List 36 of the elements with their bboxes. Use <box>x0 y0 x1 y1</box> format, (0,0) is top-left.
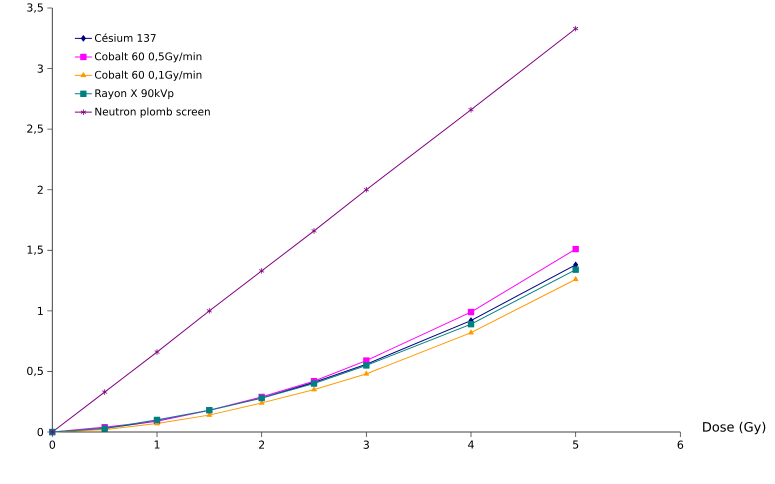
y-tick-label: 0,5 <box>27 366 43 376</box>
y-tick-label: 1 <box>38 306 43 315</box>
point <box>258 268 264 274</box>
point <box>468 106 474 113</box>
point <box>311 228 317 234</box>
legend-label: Cobalt 60 0,5Gy/min <box>94 52 202 62</box>
point <box>364 186 370 193</box>
point <box>468 329 474 334</box>
point <box>572 276 578 282</box>
legend-label: Rayon X 90kVp <box>95 89 174 100</box>
point <box>154 348 160 356</box>
point <box>311 386 317 392</box>
y-tick-label: 2 <box>38 186 43 194</box>
point <box>572 266 579 273</box>
y-tick-label: 0 <box>38 428 44 436</box>
x-tick-label: 4 <box>468 440 474 448</box>
point <box>102 388 108 396</box>
x-tick-label: 6 <box>678 440 684 449</box>
y-tick-label: 3,5 <box>27 3 43 13</box>
point <box>468 308 474 316</box>
y-tick-label: 2,5 <box>27 124 43 134</box>
legend-label: Cobalt 60 0,1Gy/min <box>94 70 202 81</box>
y-tick-label: 3 <box>38 64 43 73</box>
point <box>468 320 474 328</box>
x-tick-label: 1 <box>154 440 160 448</box>
y-tick-label: 1,5 <box>28 246 43 255</box>
x-tick-label: 2 <box>258 440 264 449</box>
x-tick-label: 0 <box>50 440 56 449</box>
point <box>572 246 579 252</box>
x-axis-title: Dose (Gy) <box>703 422 766 434</box>
point <box>206 308 212 314</box>
x-tick-label: 3 <box>364 440 369 449</box>
legend-label: Neutron plomb screen <box>95 107 210 118</box>
x-tick-label: 5 <box>573 440 578 449</box>
point <box>364 370 370 376</box>
legend-label: Césium 137 <box>94 33 156 42</box>
